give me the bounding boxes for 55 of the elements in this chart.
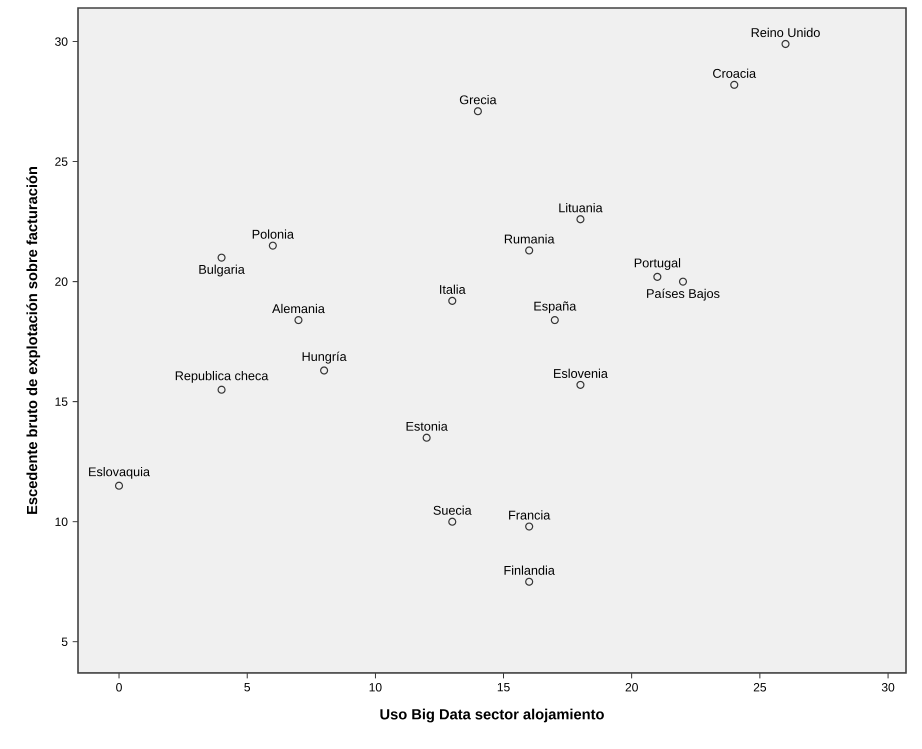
annotation: Portugal: [634, 258, 680, 270]
point: [474, 107, 482, 116]
annotation: Alemania: [272, 304, 325, 314]
point: [576, 215, 585, 224]
y-axis-title: Escedente bruto de explotación sobre facturación: [26, 167, 40, 514]
annotation: Italia: [440, 284, 466, 294]
y-tick-label: 10: [56, 517, 68, 526]
point: [448, 296, 456, 305]
point: [294, 316, 303, 324]
annotation: Republica checa: [176, 370, 268, 383]
point: [550, 316, 559, 324]
annotation: Lituania: [559, 203, 603, 212]
annotation: Estonia: [406, 421, 448, 431]
x-tick-label: 30: [882, 683, 894, 692]
point: [320, 366, 328, 375]
point: [217, 386, 226, 394]
point: [781, 40, 790, 48]
point: [678, 278, 688, 286]
x-tick-label: 25: [754, 683, 766, 692]
point: [114, 482, 124, 490]
point: [730, 80, 738, 89]
point: [448, 518, 456, 526]
point: [422, 434, 431, 442]
point: [525, 522, 534, 531]
annotation: España: [534, 301, 576, 314]
annotation: Rumania: [504, 234, 555, 244]
annotation: Francia: [509, 510, 550, 520]
point: [576, 380, 585, 389]
annotation: Grecia: [460, 94, 497, 104]
point: [525, 246, 534, 255]
x-tick-label: 20: [626, 683, 638, 692]
x-axis-title: Uso Big Data sector alojamiento: [380, 708, 604, 722]
y-tick-label: 5: [62, 638, 68, 646]
annotation: Polonia: [252, 229, 294, 239]
point: [525, 578, 534, 586]
annotation: Croacia: [713, 68, 756, 78]
annotation: Bulgaria: [199, 264, 245, 276]
annotation: Reino Unido: [752, 28, 820, 38]
point: [217, 254, 226, 262]
annotation: Países Bajos: [647, 288, 720, 301]
x-tick-label: 15: [498, 683, 510, 692]
y-tick-label: 15: [56, 398, 68, 406]
x-tick-label: 10: [370, 683, 382, 692]
y-tick-label: 25: [55, 157, 68, 166]
annotation: Eslovaquia: [89, 466, 150, 479]
annotation: Suecia: [433, 506, 472, 515]
y-tick-label: 30: [55, 37, 68, 46]
annotation: Finlandia: [504, 566, 555, 575]
x-tick-label: 0: [116, 683, 122, 692]
annotation: Eslovenia: [554, 368, 608, 378]
x-tick-label: 5: [244, 683, 250, 692]
annotation: Hungría: [302, 352, 347, 364]
y-tick-label: 20: [55, 277, 68, 286]
point: [268, 242, 277, 250]
point: [653, 272, 662, 281]
